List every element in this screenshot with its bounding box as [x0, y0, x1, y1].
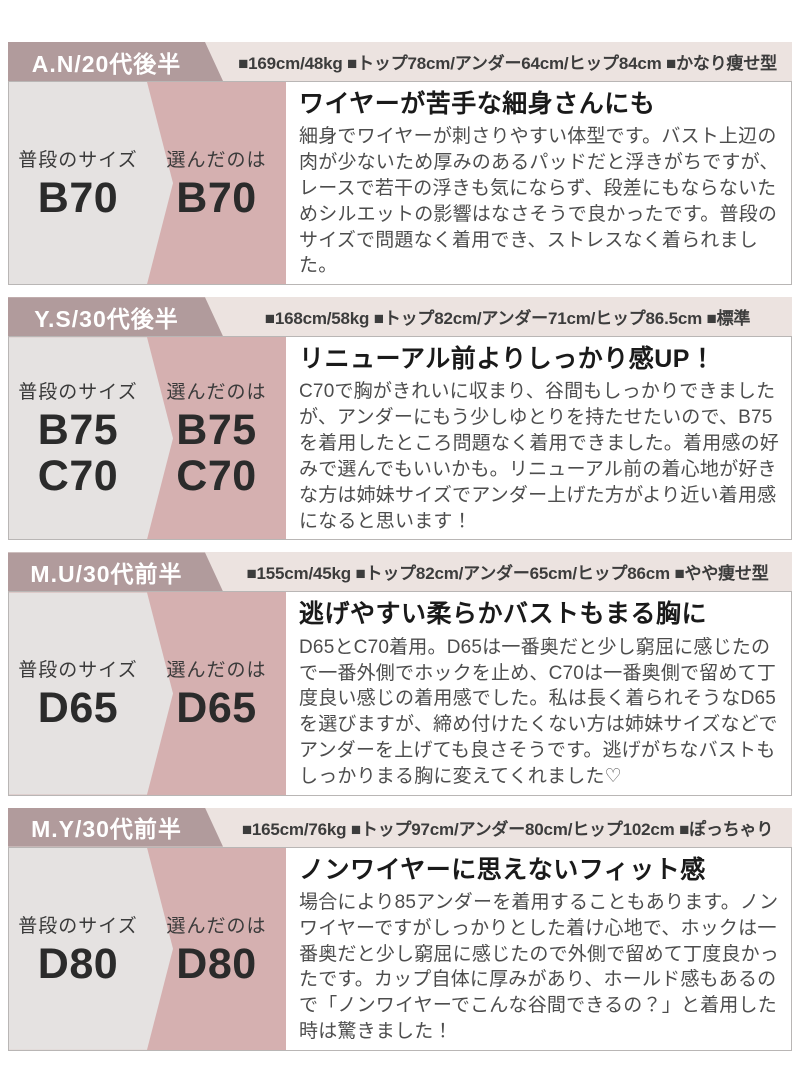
usual-size-label: 普段のサイズ	[18, 915, 138, 937]
size-arrow-shape	[9, 82, 173, 284]
usual-size-value: D80	[37, 939, 119, 988]
size-arrow-shape	[9, 592, 173, 794]
usual-size-block: 普段のサイズ B70	[9, 82, 147, 284]
usual-size-label: 普段のサイズ	[18, 660, 138, 682]
reviewer-name-badge: A.N/20代後半	[8, 42, 223, 81]
review-title: 逃げやすい柔らかバストもまる胸に	[299, 600, 708, 629]
reviewer-header: Y.S/30代後半 ■168cm/58kg ■トップ82cm/アンダー71cm/…	[8, 297, 792, 337]
reviewer-stats: ■168cm/58kg ■トップ82cm/アンダー71cm/ヒップ86.5cm …	[264, 309, 751, 329]
chosen-size-value: D65	[176, 684, 257, 733]
reviewer-header: M.Y/30代前半 ■165cm/76kg ■トップ97cm/アンダー80cm/…	[8, 807, 792, 847]
review-body: 普段のサイズ B75 C70 選んだのは B75 C70 リニューアル前よりしっ…	[8, 336, 792, 541]
usual-size-block: 普段のサイズ D65	[9, 592, 147, 794]
reviewer-name-badge: M.Y/30代前半	[8, 808, 223, 847]
chosen-size-block: 選んだのは B70	[147, 82, 286, 284]
usual-size-value: B70	[37, 173, 119, 222]
size-arrow-shape	[9, 337, 173, 539]
review-card: Y.S/30代後半 ■168cm/58kg ■トップ82cm/アンダー71cm/…	[8, 297, 792, 541]
usual-size-value: D65	[37, 684, 119, 733]
size-panel: 普段のサイズ B70 選んだのは B70	[9, 82, 286, 285]
review-card: M.U/30代前半 ■155cm/45kg ■トップ82cm/アンダー65cm/…	[8, 552, 792, 796]
chosen-size-label: 選んだのは	[166, 660, 267, 682]
usual-size-label: 普段のサイズ	[18, 381, 138, 403]
review-body: 普段のサイズ D65 選んだのは D65 逃げやすい柔らかバストもまる胸に D6…	[8, 591, 792, 796]
review-content: リニューアル前よりしっかり感UP！ C70で胸がきれいに収まり、谷間もしっかりで…	[286, 337, 791, 539]
usual-size-block: 普段のサイズ D80	[9, 848, 147, 1050]
chosen-size-value: B70	[176, 173, 257, 222]
chosen-size-label: 選んだのは	[166, 915, 267, 937]
reviewer-name-badge: Y.S/30代後半	[8, 297, 223, 336]
review-title: リニューアル前よりしっかり感UP！	[299, 345, 716, 374]
review-body: 普段のサイズ B70 選んだのは B70 ワイヤーが苦手な細身さんにも 細身でワ…	[8, 81, 792, 286]
review-text: D65とC70着用。D65は一番奥だと少し窮屈に感じたので一番外側でホックを止め…	[299, 636, 778, 787]
review-content: ノンワイヤーに思えないフィット感 場合により85アンダーを着用することもあります…	[286, 848, 791, 1050]
review-title: ワイヤーが苦手な細身さんにも	[299, 90, 656, 118]
review-card: M.Y/30代前半 ■165cm/76kg ■トップ97cm/アンダー80cm/…	[8, 807, 792, 1051]
review-content: ワイヤーが苦手な細身さんにも 細身でワイヤーが刺さりやすい体型です。バスト上辺の…	[286, 82, 791, 284]
chosen-size-value: D80	[176, 939, 257, 988]
usual-size-block: 普段のサイズ B75 C70	[9, 337, 147, 539]
chosen-size-block: 選んだのは D65	[147, 592, 286, 794]
review-title: ノンワイヤーに思えないフィット感	[299, 855, 706, 884]
review-text: 細身でワイヤーが刺さりやすい体型です。バスト上辺の肉が少ないため厚みのあるパッド…	[299, 126, 779, 277]
review-text: 場合により85アンダーを着用することもあります。ノンワイヤーですがしっかりとした…	[299, 891, 780, 1043]
review-text: C70で胸がきれいに収まり、谷間もしっかりできましたが、アンダーにもう少しゆとり…	[299, 381, 780, 532]
chosen-size-block: 選んだのは D80	[147, 848, 286, 1050]
reviewer-header: M.U/30代前半 ■155cm/45kg ■トップ82cm/アンダー65cm/…	[8, 552, 792, 592]
chosen-size-label: 選んだのは	[166, 381, 267, 403]
reviewer-stats: ■169cm/48kg ■トップ78cm/アンダー64cm/ヒップ84cm ■か…	[238, 54, 777, 73]
reviewer-header: A.N/20代後半 ■169cm/48kg ■トップ78cm/アンダー64cm/…	[8, 42, 792, 81]
chosen-size-block: 選んだのは B75 C70	[147, 337, 286, 539]
size-panel: 普段のサイズ D65 選んだのは D65	[9, 592, 286, 795]
size-panel: 普段のサイズ B75 C70 選んだのは B75 C70	[9, 337, 286, 540]
size-panel: 普段のサイズ D80 選んだのは D80	[9, 847, 286, 1050]
usual-size-label: 普段のサイズ	[18, 149, 138, 171]
reviewer-name-badge: M.U/30代前半	[8, 552, 223, 591]
chosen-size-value: B75 C70	[176, 405, 257, 501]
reviewer-stats: ■155cm/45kg ■トップ82cm/アンダー65cm/ヒップ86cm ■や…	[246, 564, 769, 584]
reviewer-stats: ■165cm/76kg ■トップ97cm/アンダー80cm/ヒップ102cm ■…	[241, 819, 774, 839]
review-content: 逃げやすい柔らかバストもまる胸に D65とC70着用。D65は一番奥だと少し窮屈…	[286, 592, 791, 794]
chosen-size-label: 選んだのは	[166, 149, 267, 171]
usual-size-value: B75 C70	[37, 405, 119, 501]
review-body: 普段のサイズ D80 選んだのは D80 ノンワイヤーに思えないフィット感 場合…	[8, 846, 792, 1051]
review-card: A.N/20代後半 ■169cm/48kg ■トップ78cm/アンダー64cm/…	[8, 42, 792, 286]
